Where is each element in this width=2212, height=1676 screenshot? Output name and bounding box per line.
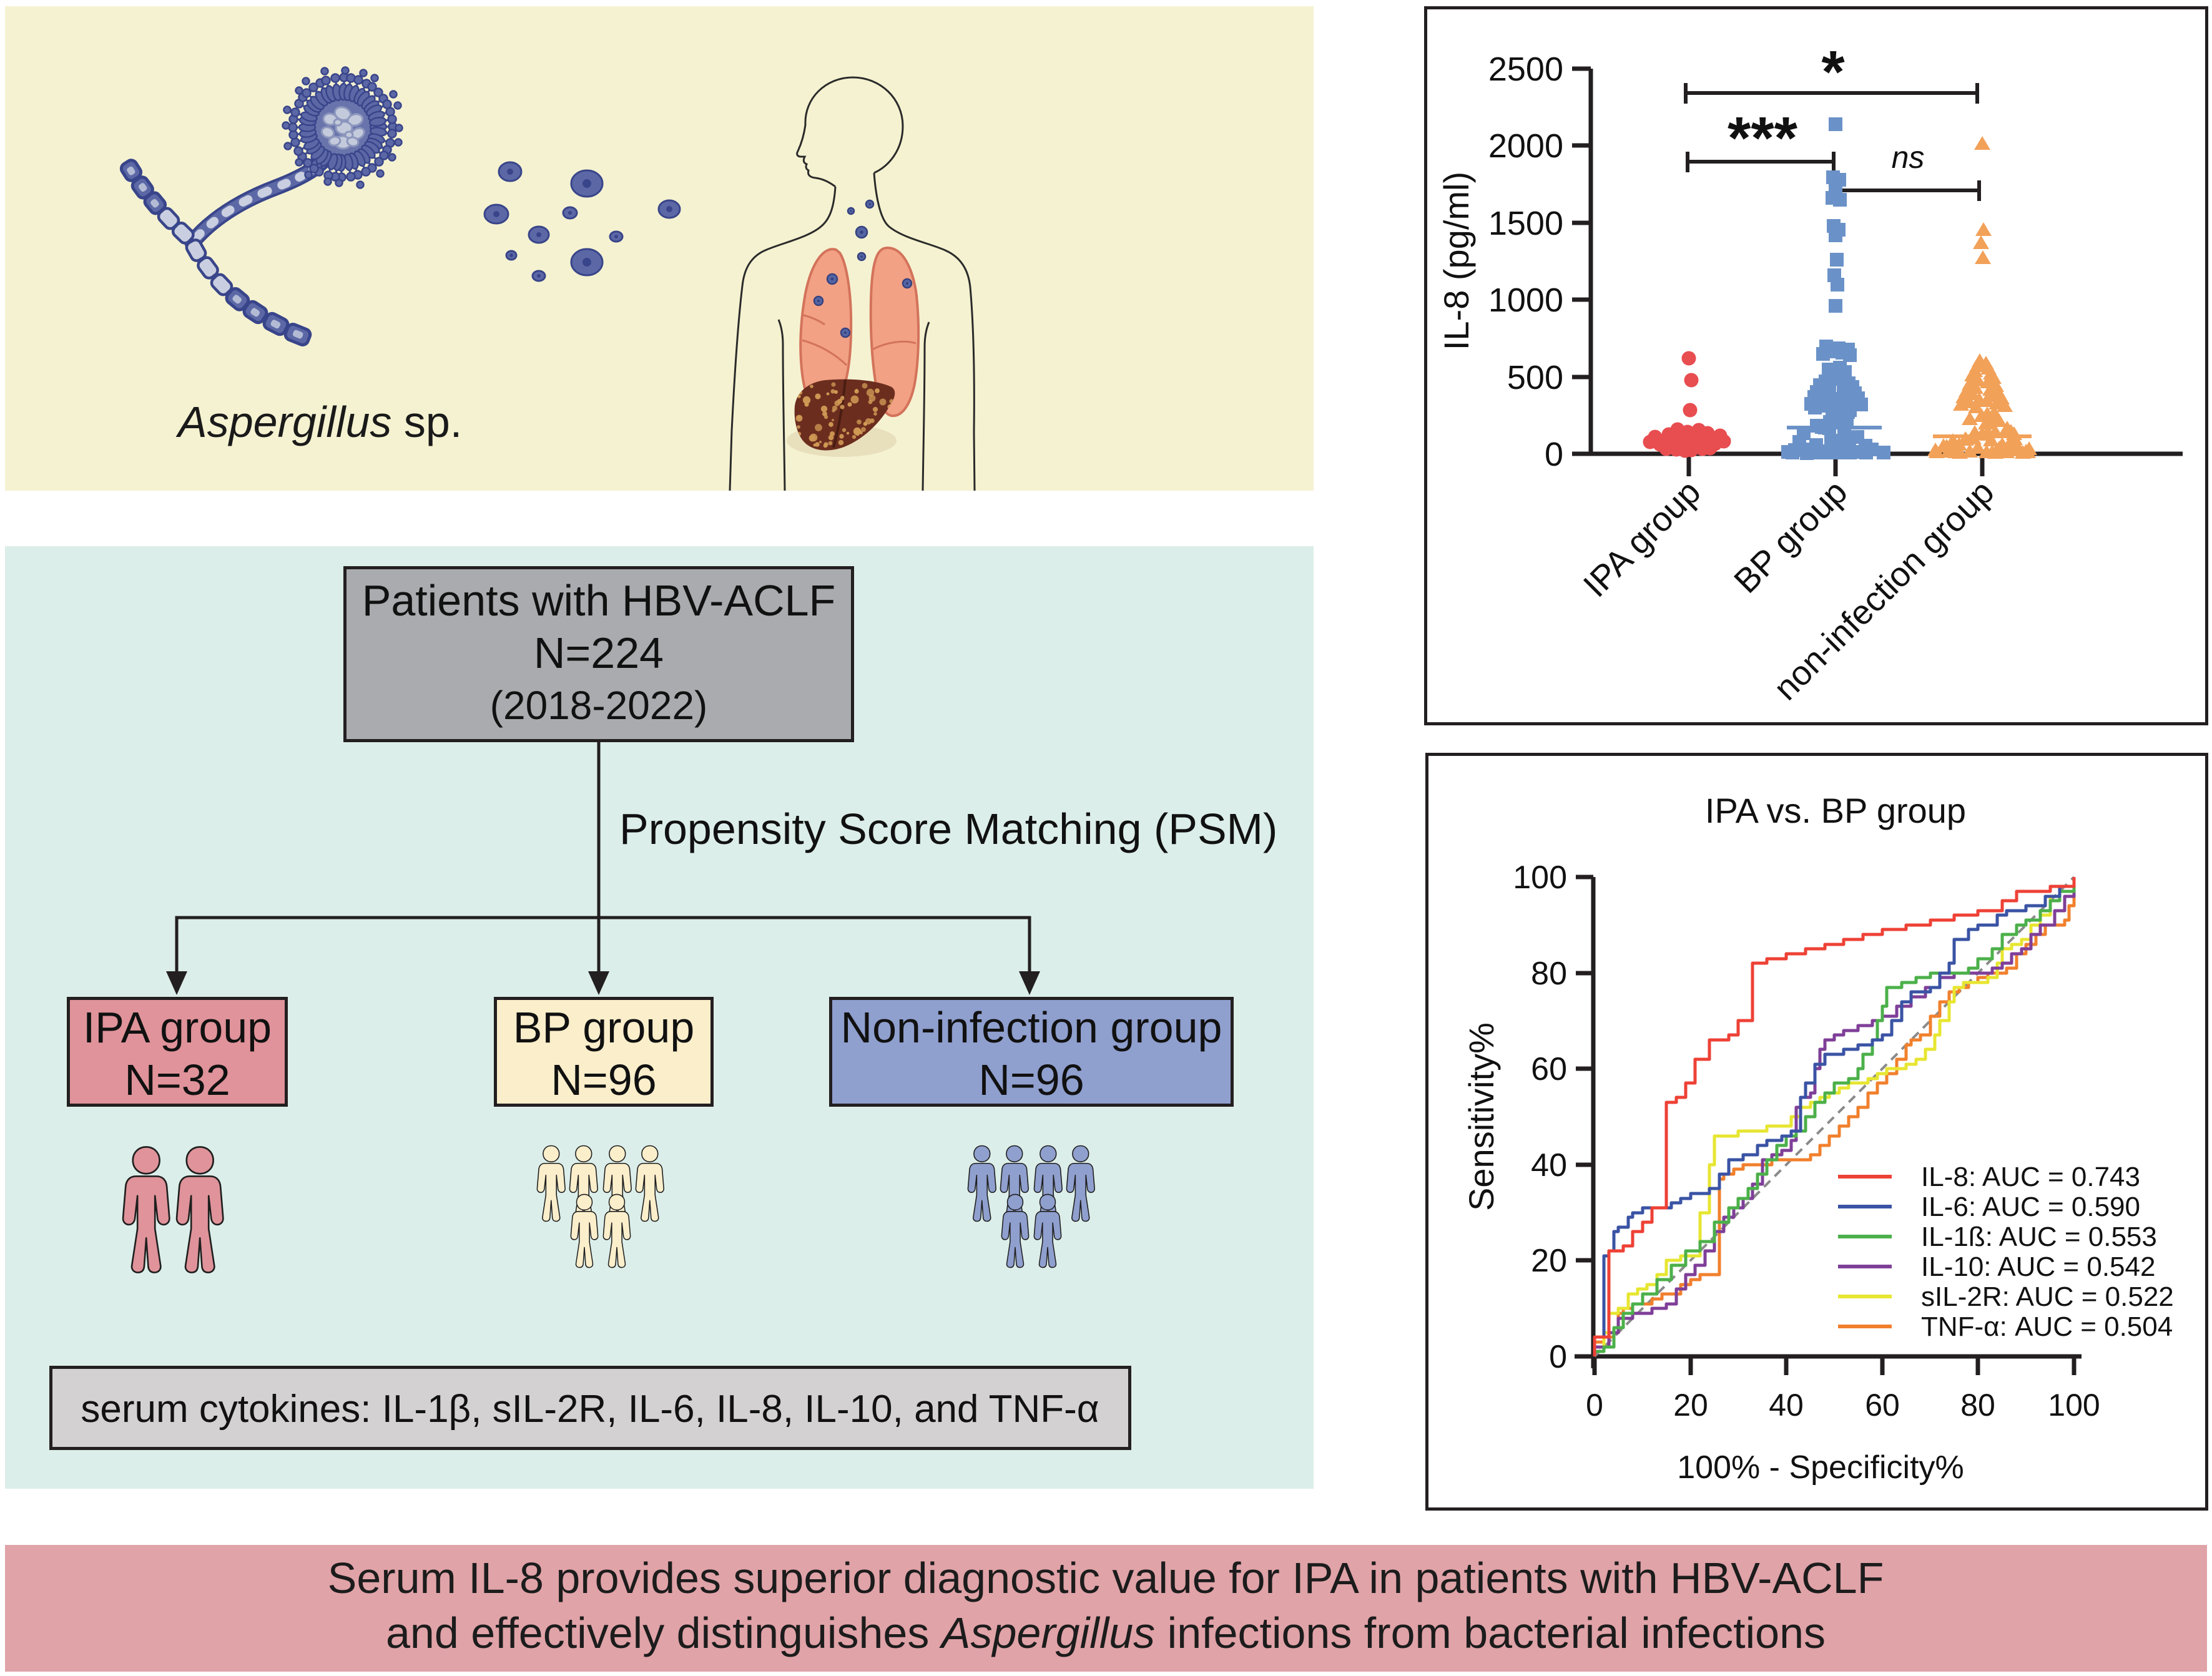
svg-text:1500: 1500 bbox=[1488, 205, 1563, 242]
svg-text:20: 20 bbox=[1531, 1243, 1567, 1279]
svg-text:N=224: N=224 bbox=[534, 629, 664, 677]
svg-text:IL-1ß: AUC = 0.553: IL-1ß: AUC = 0.553 bbox=[1921, 1222, 2157, 1252]
svg-text:500: 500 bbox=[1507, 359, 1563, 396]
svg-text:serum cytokines: IL-1β, sIL-2R: serum cytokines: IL-1β, sIL-2R, IL-6, IL… bbox=[81, 1388, 1099, 1431]
svg-text:100% - Specificity%: 100% - Specificity% bbox=[1677, 1449, 1964, 1486]
svg-text:80: 80 bbox=[1531, 956, 1567, 992]
svg-text:Serum IL-8 provides superior d: Serum IL-8 provides superior diagnostic … bbox=[328, 1554, 1884, 1602]
svg-text:2500: 2500 bbox=[1488, 51, 1563, 88]
svg-text:ns: ns bbox=[1892, 140, 1925, 175]
svg-text:IPA group: IPA group bbox=[83, 1003, 272, 1052]
svg-text:40: 40 bbox=[1531, 1147, 1567, 1183]
svg-text:N=96: N=96 bbox=[551, 1056, 656, 1104]
svg-text:(2018-2022): (2018-2022) bbox=[490, 683, 708, 728]
svg-text:N=96: N=96 bbox=[978, 1056, 1084, 1104]
svg-text:0: 0 bbox=[1549, 1339, 1567, 1375]
svg-text:0: 0 bbox=[1545, 436, 1563, 473]
svg-text:Aspergillus sp.: Aspergillus sp. bbox=[175, 398, 462, 446]
svg-text:BP group: BP group bbox=[513, 1003, 695, 1052]
svg-text:20: 20 bbox=[1673, 1388, 1708, 1423]
svg-text:***: *** bbox=[1728, 105, 1798, 172]
svg-text:80: 80 bbox=[1960, 1388, 1995, 1423]
svg-text:0: 0 bbox=[1586, 1388, 1603, 1423]
svg-text:100: 100 bbox=[2048, 1388, 2100, 1423]
svg-text:sIL-2R: AUC = 0.522: sIL-2R: AUC = 0.522 bbox=[1921, 1282, 2174, 1312]
svg-text:TNF-α: AUC = 0.504: TNF-α: AUC = 0.504 bbox=[1921, 1311, 2173, 1342]
svg-text:Sensitivity%: Sensitivity% bbox=[1462, 1022, 1501, 1211]
svg-text:and effectively distinguishes: and effectively distinguishes Aspergillu… bbox=[386, 1609, 1826, 1657]
svg-text:Propensity Score Matching (PSM: Propensity Score Matching (PSM) bbox=[619, 805, 1277, 853]
svg-text:1000: 1000 bbox=[1488, 282, 1563, 319]
svg-text:IL-8 (pg/ml): IL-8 (pg/ml) bbox=[1437, 172, 1476, 350]
svg-text:100: 100 bbox=[1513, 860, 1567, 896]
svg-text:40: 40 bbox=[1769, 1388, 1804, 1423]
svg-text:60: 60 bbox=[1531, 1051, 1567, 1087]
svg-text:IL-10: AUC = 0.542: IL-10: AUC = 0.542 bbox=[1921, 1252, 2155, 1282]
svg-text:2000: 2000 bbox=[1488, 127, 1563, 165]
svg-text:IL-8: AUC = 0.743: IL-8: AUC = 0.743 bbox=[1921, 1162, 2140, 1192]
svg-text:IPA vs. BP group: IPA vs. BP group bbox=[1705, 791, 1966, 830]
svg-text:60: 60 bbox=[1865, 1388, 1900, 1423]
svg-text:N=32: N=32 bbox=[124, 1056, 230, 1104]
svg-text:Patients with HBV-ACLF: Patients with HBV-ACLF bbox=[362, 576, 836, 625]
svg-text:*: * bbox=[1821, 39, 1845, 105]
svg-text:Non-infection group: Non-infection group bbox=[841, 1003, 1222, 1052]
svg-text:IL-6: AUC = 0.590: IL-6: AUC = 0.590 bbox=[1921, 1192, 2140, 1222]
